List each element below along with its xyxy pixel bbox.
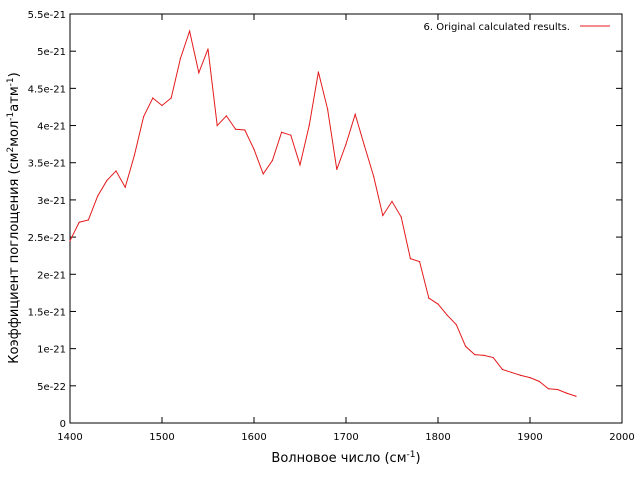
y-tick-label: 4e-21 xyxy=(37,122,66,133)
data-point xyxy=(225,115,227,117)
y-tick-label: 4.5e-21 xyxy=(28,84,66,95)
data-point xyxy=(189,30,191,32)
data-point xyxy=(198,72,200,74)
data-point xyxy=(465,345,467,348)
y-axis-label-sup: 2 xyxy=(6,147,16,153)
y-tick-label: 1.5e-21 xyxy=(28,307,66,318)
y-tick-label: 2.5e-21 xyxy=(28,233,66,244)
x-tick-label: 1500 xyxy=(149,432,174,443)
data-point xyxy=(557,388,559,391)
data-point xyxy=(87,219,89,221)
x-tick-label: 1400 xyxy=(57,432,82,443)
y-tick-label: 5e-21 xyxy=(37,47,66,58)
y-tick-label: 2e-21 xyxy=(37,270,66,281)
y-axis-label-part: ) xyxy=(7,72,22,77)
y-axis-label-part: атм xyxy=(7,86,22,111)
y-tick-label: 0 xyxy=(60,419,66,430)
data-point xyxy=(391,200,393,202)
y-tick-label: 3e-21 xyxy=(37,196,66,207)
data-point xyxy=(345,143,347,145)
x-axis-ticks: 1400 1500 1600 1700 1800 1900 2000 xyxy=(57,14,635,443)
data-point xyxy=(124,186,126,188)
data-point xyxy=(133,154,135,156)
y-tick-label: 5.5e-21 xyxy=(28,10,66,21)
x-tick-label: 1800 xyxy=(425,432,450,443)
data-point xyxy=(106,179,108,182)
data-point xyxy=(409,258,411,260)
data-point xyxy=(382,214,384,217)
data-point xyxy=(308,124,310,127)
data-point xyxy=(363,145,365,147)
data-point xyxy=(253,148,255,150)
data-point xyxy=(152,97,154,99)
x-axis-label-sup: -1 xyxy=(407,450,416,460)
data-point xyxy=(235,128,237,130)
x-tick-label: 1600 xyxy=(241,432,266,443)
data-point xyxy=(115,170,117,172)
data-point xyxy=(179,58,181,60)
data-point xyxy=(455,324,457,326)
data-point xyxy=(262,173,264,175)
data-point xyxy=(400,216,402,218)
y-axis-label-sup: -1 xyxy=(6,112,16,121)
data-point xyxy=(143,116,145,118)
data-point xyxy=(78,221,80,223)
plot-frame xyxy=(69,13,623,424)
data-point xyxy=(474,353,476,356)
data-point xyxy=(170,97,172,99)
data-point xyxy=(216,124,218,127)
data-point xyxy=(529,377,531,379)
data-point xyxy=(373,175,375,177)
x-axis-label-main: Волновое число (см xyxy=(271,451,406,466)
legend-label: 6. Original calculated results. xyxy=(424,22,570,33)
data-point xyxy=(299,164,301,166)
data-point xyxy=(511,371,513,374)
y-axis-label-part: мол xyxy=(7,121,22,147)
x-axis-label-end: ) xyxy=(415,451,420,466)
data-point xyxy=(483,354,485,356)
data-point xyxy=(207,48,209,50)
data-point xyxy=(538,380,540,382)
data-point xyxy=(281,131,283,133)
data-point xyxy=(501,368,503,371)
data-point xyxy=(492,356,494,359)
data-point xyxy=(547,388,550,390)
data-point xyxy=(69,240,71,242)
series-layer xyxy=(69,29,577,397)
data-point xyxy=(336,168,338,171)
y-axis-label-part: Коэффициент поглощения (см xyxy=(7,153,22,364)
data-point xyxy=(520,374,522,377)
series-line xyxy=(69,29,577,397)
data-point xyxy=(419,261,421,263)
x-tick-label: 2000 xyxy=(609,432,634,443)
data-point xyxy=(575,395,577,397)
data-point xyxy=(317,71,319,73)
data-point xyxy=(161,104,163,107)
data-point xyxy=(97,195,99,197)
y-tick-label: 3.5e-21 xyxy=(28,159,66,170)
legend: 6. Original calculated results. xyxy=(424,22,610,33)
data-point xyxy=(428,297,430,299)
data-point xyxy=(354,113,356,115)
data-point xyxy=(446,314,448,316)
y-axis-ticks: 0 5e-22 1e-21 1.5e-21 2e-21 2.5e-21 3e-21 3.5e-… xyxy=(28,10,622,430)
data-point xyxy=(437,303,439,305)
y-axis-label-sup: -1 xyxy=(6,77,16,86)
data-point xyxy=(271,159,273,162)
x-tick-label: 1700 xyxy=(333,432,358,443)
data-point xyxy=(290,134,292,136)
data-point xyxy=(327,108,329,110)
data-point xyxy=(244,129,246,131)
x-tick-label: 1900 xyxy=(517,432,542,443)
y-tick-label: 5e-22 xyxy=(37,382,66,393)
y-tick-label: 1e-21 xyxy=(37,345,66,356)
y-axis-label: Коэффициент поглощения (см2мол-1атм-1) xyxy=(6,72,22,363)
data-point xyxy=(566,392,568,394)
x-axis-label: Волновое число (см-1) xyxy=(271,450,420,466)
